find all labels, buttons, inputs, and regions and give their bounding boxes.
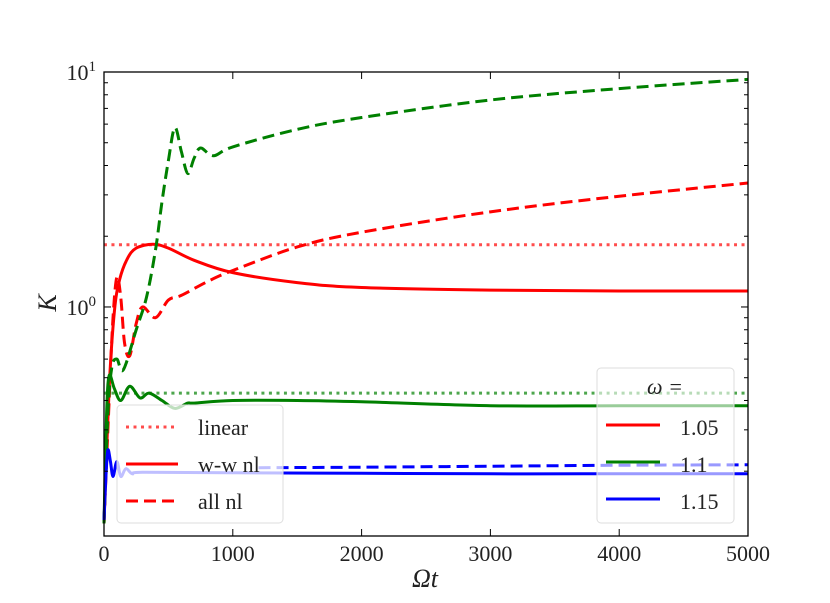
plot-frame bbox=[103, 71, 749, 537]
y-axis-label: K bbox=[33, 293, 62, 313]
omega-legend-label-1.1: 1.1 bbox=[680, 452, 708, 477]
series-line-1.05-dashed bbox=[102, 181, 749, 524]
y-tick-label: 101 bbox=[67, 59, 97, 85]
legend-label-dashed: all nl bbox=[198, 489, 243, 514]
legend-layer: linear w-w nl all nl ω = 1.05 1.1 1.15 bbox=[116, 367, 735, 524]
legend-label-dotted: linear bbox=[198, 415, 249, 440]
style-legend: linear w-w nl all nl bbox=[116, 404, 284, 524]
x-tick-label: 0 bbox=[99, 541, 110, 566]
x-tick-label: 2000 bbox=[340, 541, 384, 566]
omega-legend-label-1.15: 1.15 bbox=[680, 489, 719, 514]
omega-legend-title: ω = bbox=[647, 374, 683, 399]
x-tick-label: 3000 bbox=[468, 541, 512, 566]
x-tick-label: 5000 bbox=[726, 541, 770, 566]
legend-label-solid: w-w nl bbox=[198, 452, 260, 477]
x-axis-label: Ωt bbox=[412, 564, 439, 593]
style-legend-box bbox=[116, 404, 284, 524]
x-tick-label: 4000 bbox=[597, 541, 641, 566]
series-line-1.05-solid bbox=[102, 242, 749, 524]
omega-legend-label-1.05: 1.05 bbox=[680, 415, 719, 440]
axes-layer: 0 1000 2000 3000 4000 5000 100 101 bbox=[67, 59, 771, 566]
y-tick-label: 100 bbox=[67, 294, 97, 320]
omega-legend: ω = 1.05 1.1 1.15 bbox=[596, 367, 735, 524]
series-line-1.1-dashed bbox=[102, 77, 749, 524]
x-tick-label: 1000 bbox=[211, 541, 255, 566]
omega-legend-box bbox=[596, 367, 735, 524]
